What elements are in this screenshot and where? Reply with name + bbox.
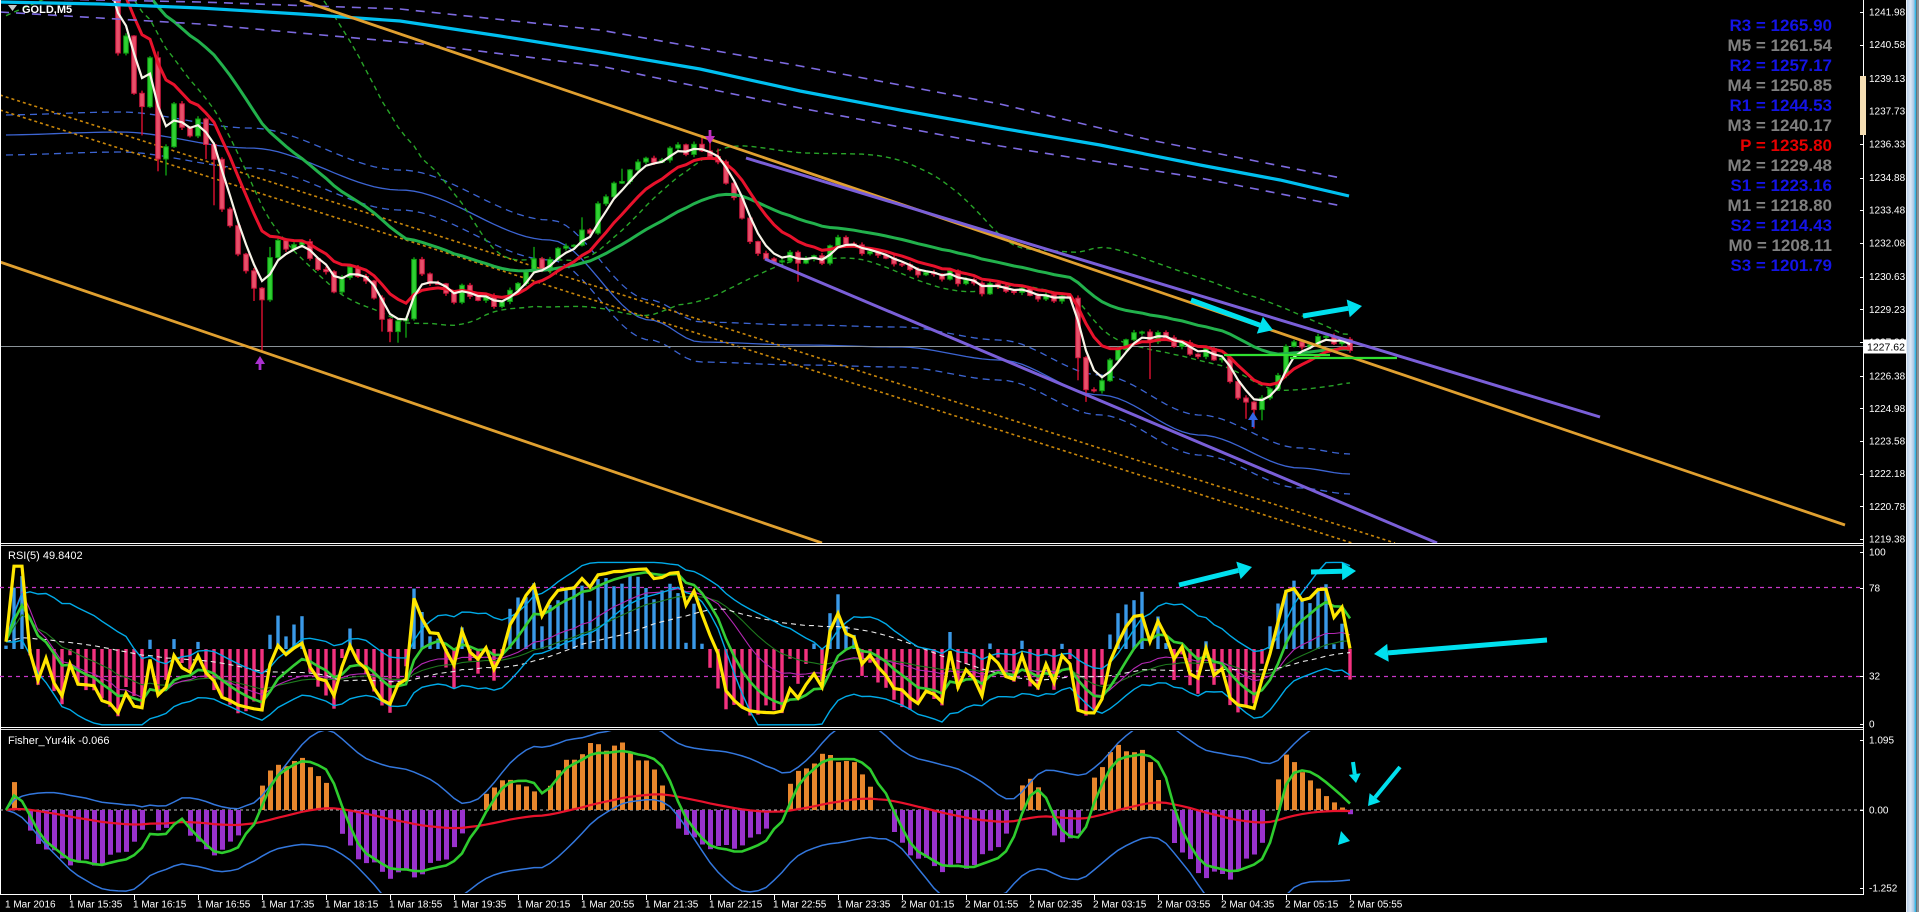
svg-text:1223.58: 1223.58 (1869, 437, 1906, 448)
svg-text:32: 32 (1869, 672, 1881, 683)
svg-text:2 Mar 05:15: 2 Mar 05:15 (1285, 900, 1339, 911)
svg-text:0: 0 (1869, 720, 1875, 731)
svg-text:2 Mar 03:55: 2 Mar 03:55 (1157, 900, 1211, 911)
svg-text:R1 = 1244.53: R1 = 1244.53 (1729, 96, 1832, 115)
svg-text:M0 = 1208.11: M0 = 1208.11 (1728, 236, 1832, 255)
svg-text:1224.98: 1224.98 (1869, 404, 1906, 415)
svg-text:M3 = 1240.17: M3 = 1240.17 (1728, 116, 1832, 135)
svg-text:Fisher_Yur4ik -0.066: Fisher_Yur4ik -0.066 (8, 735, 110, 747)
svg-text:2 Mar 01:55: 2 Mar 01:55 (965, 900, 1019, 911)
svg-text:1233.48: 1233.48 (1869, 206, 1906, 217)
svg-text:2 Mar 05:55: 2 Mar 05:55 (1349, 900, 1403, 911)
svg-text:1232.08: 1232.08 (1869, 238, 1906, 249)
svg-text:100: 100 (1869, 548, 1886, 559)
svg-text:78: 78 (1869, 584, 1881, 595)
svg-text:-1.252: -1.252 (1869, 884, 1898, 895)
svg-text:S1 = 1223.16: S1 = 1223.16 (1730, 176, 1832, 195)
svg-text:1 Mar 17:35: 1 Mar 17:35 (261, 900, 315, 911)
svg-text:M1 = 1218.80: M1 = 1218.80 (1728, 196, 1832, 215)
svg-text:R3 = 1265.90: R3 = 1265.90 (1729, 16, 1832, 35)
svg-text:1229.23: 1229.23 (1869, 305, 1906, 316)
svg-text:1236.33: 1236.33 (1869, 139, 1906, 150)
svg-text:2 Mar 02:35: 2 Mar 02:35 (1029, 900, 1083, 911)
svg-text:1234.88: 1234.88 (1869, 173, 1906, 184)
svg-text:1240.58: 1240.58 (1869, 40, 1906, 51)
svg-text:1241.98: 1241.98 (1869, 8, 1906, 19)
svg-text:1222.18: 1222.18 (1869, 469, 1906, 480)
svg-text:1219.38: 1219.38 (1869, 535, 1906, 546)
svg-text:M4 = 1250.85: M4 = 1250.85 (1728, 76, 1832, 95)
svg-text:1239.13: 1239.13 (1869, 74, 1906, 85)
svg-text:1 Mar 19:35: 1 Mar 19:35 (453, 900, 507, 911)
svg-text:2 Mar 04:35: 2 Mar 04:35 (1221, 900, 1275, 911)
svg-text:P = 1235.80: P = 1235.80 (1740, 136, 1832, 155)
svg-text:1 Mar 18:55: 1 Mar 18:55 (389, 900, 443, 911)
svg-text:2 Mar 01:15: 2 Mar 01:15 (901, 900, 955, 911)
svg-text:1 Mar 2016: 1 Mar 2016 (5, 900, 56, 911)
svg-text:GOLD,M5: GOLD,M5 (22, 4, 72, 16)
svg-text:1 Mar 15:35: 1 Mar 15:35 (69, 900, 123, 911)
svg-text:RSI(5) 49.8402: RSI(5) 49.8402 (8, 550, 83, 562)
svg-text:1 Mar 23:35: 1 Mar 23:35 (837, 900, 891, 911)
svg-text:1 Mar 21:35: 1 Mar 21:35 (645, 900, 699, 911)
svg-text:1227.62: 1227.62 (1867, 342, 1905, 354)
svg-text:1230.63: 1230.63 (1869, 272, 1906, 283)
svg-text:2 Mar 03:15: 2 Mar 03:15 (1093, 900, 1147, 911)
svg-text:1 Mar 18:15: 1 Mar 18:15 (325, 900, 379, 911)
svg-text:0.00: 0.00 (1869, 806, 1889, 817)
svg-text:1 Mar 16:55: 1 Mar 16:55 (197, 900, 251, 911)
svg-text:1 Mar 20:55: 1 Mar 20:55 (581, 900, 635, 911)
svg-text:1.095: 1.095 (1869, 736, 1894, 747)
svg-text:1 Mar 20:15: 1 Mar 20:15 (517, 900, 571, 911)
svg-text:S2 = 1214.43: S2 = 1214.43 (1730, 216, 1832, 235)
svg-text:1 Mar 22:55: 1 Mar 22:55 (773, 900, 827, 911)
svg-text:M2 = 1229.48: M2 = 1229.48 (1728, 156, 1832, 175)
svg-text:1220.78: 1220.78 (1869, 502, 1906, 513)
svg-text:1226.38: 1226.38 (1869, 371, 1906, 382)
svg-text:1 Mar 22:15: 1 Mar 22:15 (709, 900, 763, 911)
svg-text:1 Mar 16:15: 1 Mar 16:15 (133, 900, 187, 911)
svg-text:M5 = 1261.54: M5 = 1261.54 (1728, 36, 1833, 55)
svg-text:1237.73: 1237.73 (1869, 107, 1906, 118)
svg-text:R2 = 1257.17: R2 = 1257.17 (1729, 56, 1832, 75)
svg-text:S3 = 1201.79: S3 = 1201.79 (1730, 256, 1832, 275)
